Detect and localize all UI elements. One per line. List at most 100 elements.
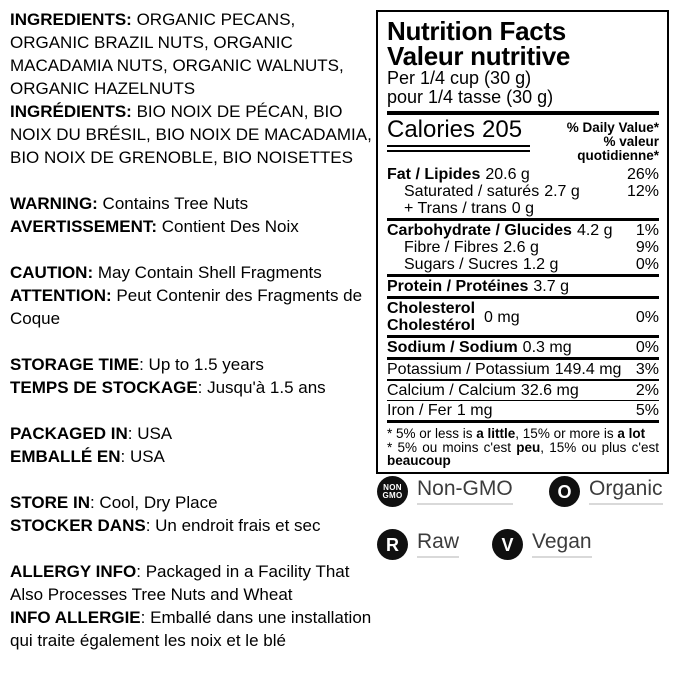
cholesterol-fr: Cholestérol [387,317,476,334]
non-gmo-icon: NON GMO [377,476,408,507]
raw-icon: R [377,529,408,560]
nutrient-dv-pct: 3% [635,361,659,378]
daily-value-header: % Daily Value* % valeur quotidienne* [530,117,659,163]
store-in-fr: STOCKER DANS: Un endroit frais et sec [10,514,373,537]
nutrient-dv-pct: 0% [635,308,659,326]
nutrient-amount: 3.7 g [533,278,569,295]
nutrient-row-cholesterol: Cholesterol Cholestérol 0 mg 0% [387,300,659,334]
footnote-bold: peu [516,439,541,455]
calories-label: Calories [387,116,476,143]
nutrient-amount: 1 mg [456,402,493,419]
storage-time-fr: TEMPS DE STOCKAGE: Jusqu'à 1.5 ans [10,376,373,399]
badge-raw: R Raw [377,529,460,560]
footnote-bold: a lot [617,426,646,441]
warning-en-label: WARNING: [10,194,98,213]
nutrient-name: Sodium / Sodium [387,339,518,356]
badge-label-non-gmo: Non-GMO [417,478,513,505]
store-in-en-text: : Cool, Dry Place [89,493,218,512]
packaged-in-en-label: PACKAGED IN [10,424,128,443]
footnote-bold: beaucoup [387,453,451,468]
nf-rule [387,274,659,277]
nf-rule [387,420,659,423]
badge-vegan: V Vegan [492,529,592,560]
store-in-fr-label: STOCKER DANS [10,516,146,535]
nutrient-name: Sugars / Sucres [404,256,518,273]
storage-time-en-label: STORAGE TIME [10,355,140,374]
nutrient-name: Carbohydrate / Glucides [387,222,572,239]
nf-rule [387,357,659,360]
store-in-block: STORE IN: Cool, Dry Place STOCKER DANS: … [10,491,373,537]
store-in-fr-text: : Un endroit frais et sec [145,516,321,535]
caution-en: CAUTION: May Contain Shell Fragments [10,261,373,284]
nutrient-amount: 0 g [511,200,534,217]
nutrient-dv-pct: 0% [635,339,659,356]
nf-thin-rule [387,379,659,381]
ingredients-en-text: ORGANIC PECANS, ORGANIC BRAZIL NUTS, ORG… [10,10,344,98]
nutrient-name: Calcium / Calcium [387,381,516,399]
daily-value-en: % Daily Value* [566,120,659,135]
nutrient-row-iron: Iron / Fer 1 mg 5% [387,402,659,419]
nutrient-name: Saturated / saturés [404,183,540,200]
nutrient-row-saturated: Saturated / saturés 2.7 g 12% [387,183,659,200]
packaged-in-block: PACKAGED IN: USA EMBALLÉ EN: USA [10,422,373,468]
storage-time-fr-text: : Jusqu'à 1.5 ans [197,378,326,397]
nf-footnote-en: * 5% or less is a little, 15% or more is… [387,427,659,441]
nutrient-row-sodium: Sodium / Sodium 0.3 mg 0% [387,339,659,356]
footnote-text: * 5% or less is [387,426,477,441]
store-in-en-label: STORE IN [10,493,90,512]
storage-time-en-text: : Up to 1.5 years [139,355,264,374]
warning-en-text: Contains Tree Nuts [97,194,249,213]
ingredients-en-label: INGREDIENTS: [10,10,132,29]
allergy-info-block: ALLERGY INFO: Packaged in a Facility Tha… [10,560,373,652]
nutrient-row-potassium: Potassium / Potassium 149.4 mg 3% [387,361,659,378]
nf-rule [387,335,659,338]
organic-icon-letter: O [557,481,572,502]
allergy-info-en-label: ALLERGY INFO [10,562,137,581]
storage-time-block: STORAGE TIME: Up to 1.5 years TEMPS DE S… [10,353,373,399]
ingredients-en: INGREDIENTS: ORGANIC PECANS, ORGANIC BRA… [10,8,373,100]
badge-non-gmo: NON GMO Non-GMO [377,476,513,507]
nutrient-amount: 0.3 mg [522,339,572,356]
nutrient-name: Iron / Fer [387,402,452,419]
calories-number: 205 [482,116,523,143]
packaged-in-fr-label: EMBALLÉ EN [10,447,121,466]
nf-serving-fr: pour 1/4 tasse (30 g) [387,87,554,107]
nutrient-row-trans: + Trans / trans 0 g [387,200,659,217]
packaged-in-fr-text: : USA [120,447,165,466]
nutrient-row-carbohydrate: Carbohydrate / Glucides 4.2 g 1% [387,222,659,239]
nutrient-dv-pct: 1% [635,222,659,239]
nf-thick-rule [387,111,659,115]
badge-organic: O Organic [549,476,663,507]
allergy-info-fr: INFO ALLERGIE: Emballé dans une installa… [10,606,373,652]
calories-row: Calories 205 % Daily Value* % valeur quot… [387,117,659,163]
nutrient-amount: 32.6 mg [520,381,579,399]
nutrient-row-sugars: Sugars / Sucres 1.2 g 0% [387,256,659,273]
nutrient-dv-pct: 0% [635,256,659,273]
badge-label-organic: Organic [589,478,663,505]
footnote-bold: a little [476,426,516,441]
non-gmo-icon-text-bottom: GMO [382,490,403,500]
nutrient-row-calcium: Calcium / Calcium 32.6 mg 2% [387,382,659,399]
nutrient-dv-pct: 12% [626,183,659,200]
nutrient-amount: 149.4 mg [554,361,622,378]
ingredients-fr-text: BIO NOIX DE PÉCAN, BIO NOIX DU BRÉSIL, B… [10,102,372,167]
caution-fr: ATTENTION: Peut Contenir des Fragments d… [10,284,373,330]
nutrient-amount: 2.6 g [503,239,539,256]
store-in-en: STORE IN: Cool, Dry Place [10,491,373,514]
footnote-text: , 15% ou plus c'est [540,439,659,455]
nutrient-amount: 4.2 g [576,222,613,239]
allergy-info-en-text: : Packaged in a Facility That Also Proce… [10,562,350,604]
nutrient-row-fat: Fat / Lipides 20.6 g 26% [387,166,659,183]
nutrient-name: Potassium / Potassium [387,361,550,378]
caution-en-text: May Contain Shell Fragments [93,263,322,282]
footnote-text: , 15% or more is [515,426,618,441]
badge-label-vegan: Vegan [532,531,592,558]
packaged-in-en: PACKAGED IN: USA [10,422,373,445]
nf-footnote: * 5% or less is a little, 15% or more is… [387,424,659,468]
badge-label-raw: Raw [417,531,460,558]
vegan-icon-letter: V [501,534,514,555]
raw-icon-letter: R [386,534,399,555]
warning-fr-label: AVERTISSEMENT: [10,217,158,236]
caution-fr-label: ATTENTION: [10,286,112,305]
caution-fr-text: Peut Contenir des Fragments de Coque [10,286,363,328]
